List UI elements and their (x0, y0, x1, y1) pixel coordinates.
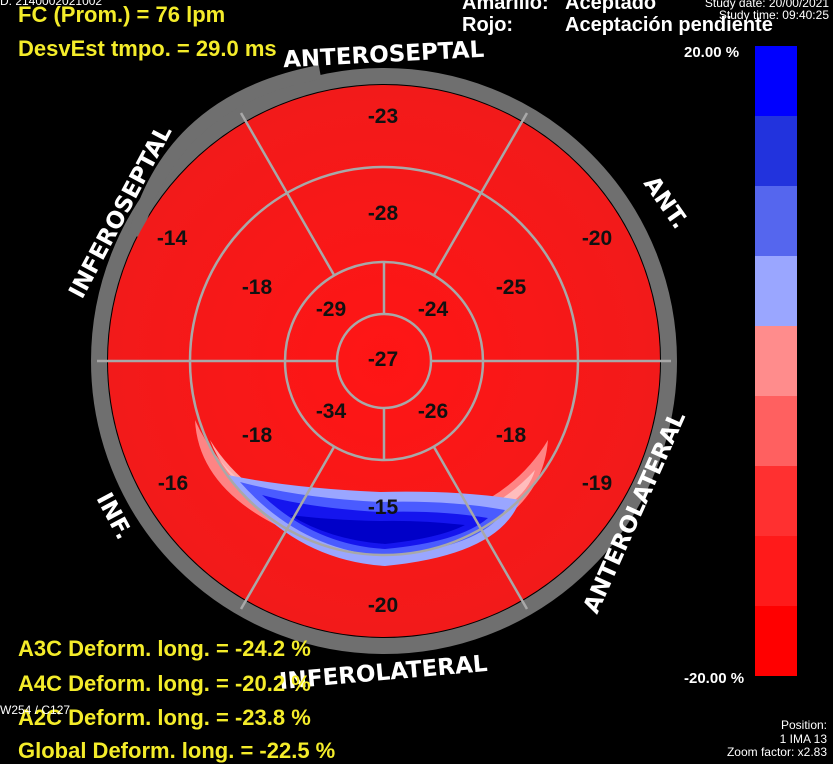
heart-rate-label: FC (Prom.) = 76 lpm (18, 2, 226, 27)
segment-value-mid-4: -15 (368, 496, 399, 519)
segment-grid (97, 112, 671, 610)
wall-label-anteroseptal: ANTEROSEPTAL (282, 37, 485, 74)
segment-value-apex: -27 (368, 348, 398, 371)
segment-value-mid-5: -18 (242, 424, 273, 447)
scale-top-label: 20.00 % (684, 44, 740, 61)
scale-segment (755, 606, 797, 676)
scale-segment (755, 396, 797, 466)
a4c-strain: A4C Deform. long. = -20.2 % (18, 671, 311, 696)
time-sd-label: DesvEst tmpo. = 29.0 ms (18, 36, 277, 61)
segment-value-apical-2: -26 (418, 400, 448, 423)
segment-value-basal-5: -16 (158, 472, 188, 495)
scale-segment (755, 256, 797, 326)
legend-yellow-key: Amarillo: (462, 0, 549, 14)
color-scale-bar (755, 46, 797, 676)
global-strain: Global Deform. long. = -22.5 % (18, 738, 336, 763)
segment-value-basal-2: -20 (582, 227, 612, 250)
scale-segment (755, 536, 797, 606)
segment-value-mid-2: -25 (496, 276, 527, 299)
study-date: Study date: 20/00/2021 (704, 0, 829, 10)
segment-value-apical-4: -29 (316, 298, 346, 321)
study-time: Study time: 09:40:25 (718, 8, 829, 22)
a2c-strain: A2C Deform. long. = -23.8 % (18, 705, 311, 730)
segment-value-basal-1: -23 (368, 105, 398, 128)
scale-segment (755, 186, 797, 256)
window-level: W254 / C127 (0, 703, 71, 717)
segment-value-basal-6: -14 (157, 227, 188, 250)
segment-value-mid-1: -28 (368, 202, 399, 225)
segment-value-basal-4: -20 (368, 594, 398, 617)
segment-value-apical-1: -24 (418, 298, 449, 321)
patient-id: D: 2140002021002 (0, 0, 103, 8)
scale-segment (755, 116, 797, 186)
segment-value-mid-6: -18 (242, 276, 273, 299)
legend-yellow-value: Aceptado (565, 0, 657, 14)
scale-segment (755, 326, 797, 396)
zoom-factor: Zoom factor: x2.83 (726, 745, 827, 759)
segment-value-apical-3: -34 (316, 400, 347, 423)
legend-red-key: Rojo: (462, 14, 514, 36)
scale-segment (755, 466, 797, 536)
a3c-strain: A3C Deform. long. = -24.2 % (18, 636, 311, 661)
position-label: Position: (780, 718, 827, 732)
scale-bottom-label: -20.00 % (684, 670, 745, 687)
legend-red-value: Aceptación pendiente (565, 14, 773, 36)
scale-segment (755, 46, 797, 116)
segment-value-mid-3: -18 (496, 424, 527, 447)
position-value: 1 IMA 13 (779, 732, 827, 746)
wall-label-ant: ANT. (638, 172, 693, 234)
segment-value-basal-3: -19 (582, 472, 612, 495)
